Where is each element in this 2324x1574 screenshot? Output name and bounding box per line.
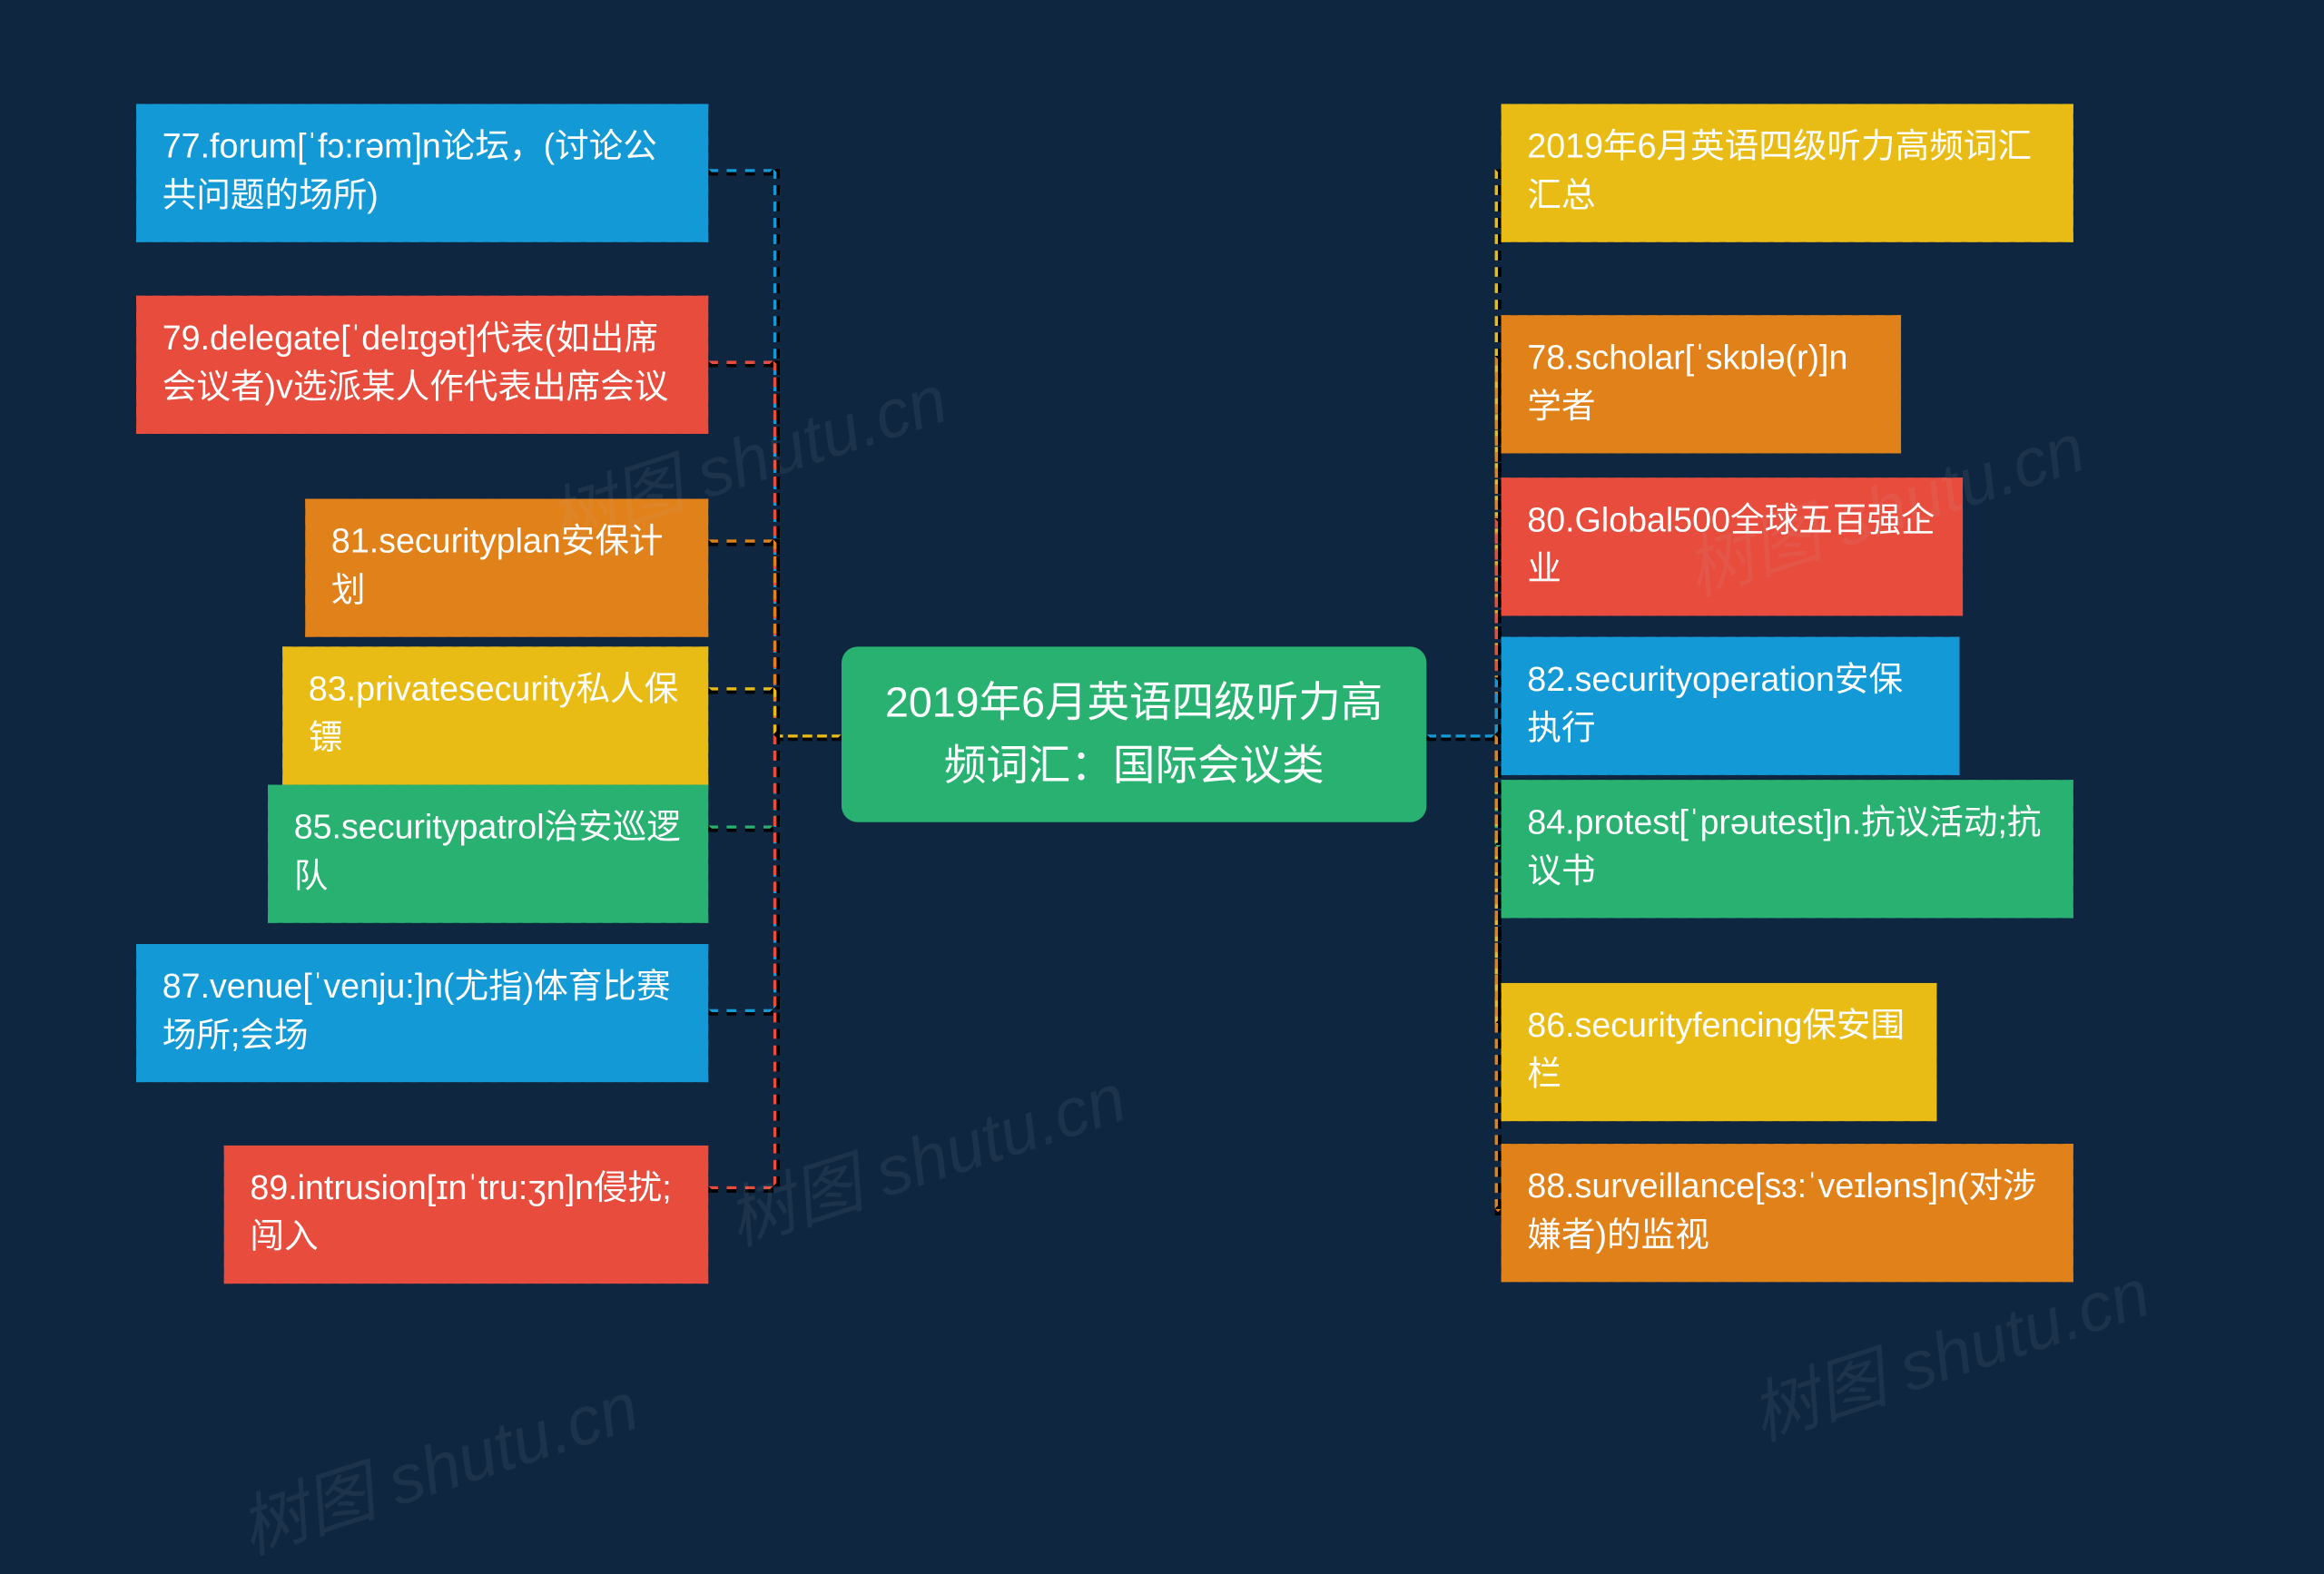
left-node-6: 89.intrusion[ɪnˈtru:ʒn]n侵扰;闯入 [223,1146,707,1284]
connector-h [1494,677,1501,684]
connector-h [708,1186,773,1193]
connector-v [1494,677,1501,734]
connector-h [1494,356,1501,362]
connector-v [1494,734,1501,1024]
center-stub-left [773,734,841,741]
connector-h [1494,169,1501,175]
left-node-5: 87.venue[ˈvenju:]n(尤指)体育比赛场所;会场 [136,944,708,1082]
left-node-1: 79.delegate[ˈdelɪgət]代表(如出席会议者)v选派某人作代表出… [136,296,708,434]
connector-h [708,360,773,367]
right-node-5: 86.securityfencing保安围栏 [1501,983,1936,1121]
connector-h [708,687,773,694]
right-node-3: 82.securityoperation安保执行 [1501,637,1959,775]
connector-h [708,539,773,546]
connector-h [1494,1209,1501,1215]
connector-v [1494,518,1501,734]
connector-v [1494,169,1501,734]
connector-v [773,687,779,734]
connector-h [1494,518,1501,525]
connector-v [773,734,779,1009]
connector-v [773,539,779,734]
watermark: 树图 shutu.cn [225,1353,649,1574]
connector-h [1494,1024,1501,1030]
left-node-4: 85.securitypatrol治安巡逻队 [268,785,708,923]
connector-v [773,169,779,734]
watermark: 树图 shutu.cn [713,1043,1137,1265]
connector-v [1494,356,1501,734]
connector-v [773,734,779,825]
right-node-0: 2019年6月英语四级听力高频词汇汇总 [1501,104,2073,242]
right-node-2: 80.Global500全球五百强企业 [1501,477,1962,615]
connector-v [773,360,779,734]
left-node-3: 83.privatesecurity私人保镖 [282,646,708,784]
right-node-1: 78.scholar[ˈskɒlə(r)]n学者 [1501,315,1900,453]
mindmap-canvas: 2019年6月英语四级听力高频词汇：国际会议类 77.forum[ˈfɔ:rəm]… [3,0,2321,1462]
connector-h [708,1009,773,1016]
connector-v [1494,734,1501,845]
center-stub-right [1426,734,1494,741]
connector-h [708,169,773,175]
connector-h [708,825,773,831]
connector-v [1494,734,1501,1209]
right-node-4: 84.protest[ˈprəutest]n.抗议活动;抗议书 [1501,780,2073,918]
right-node-6: 88.surveillance[sɜ:ˈveɪləns]n(对涉嫌者)的监视 [1501,1144,2073,1282]
connector-v [773,734,779,1186]
connector-h [1494,845,1501,851]
left-node-0: 77.forum[ˈfɔ:rəm]n论坛，(讨论公共问题的场所) [136,104,708,242]
center-node: 2019年6月英语四级听力高频词汇：国际会议类 [841,646,1425,821]
left-node-2: 81.securityplan安保计划 [305,499,708,637]
